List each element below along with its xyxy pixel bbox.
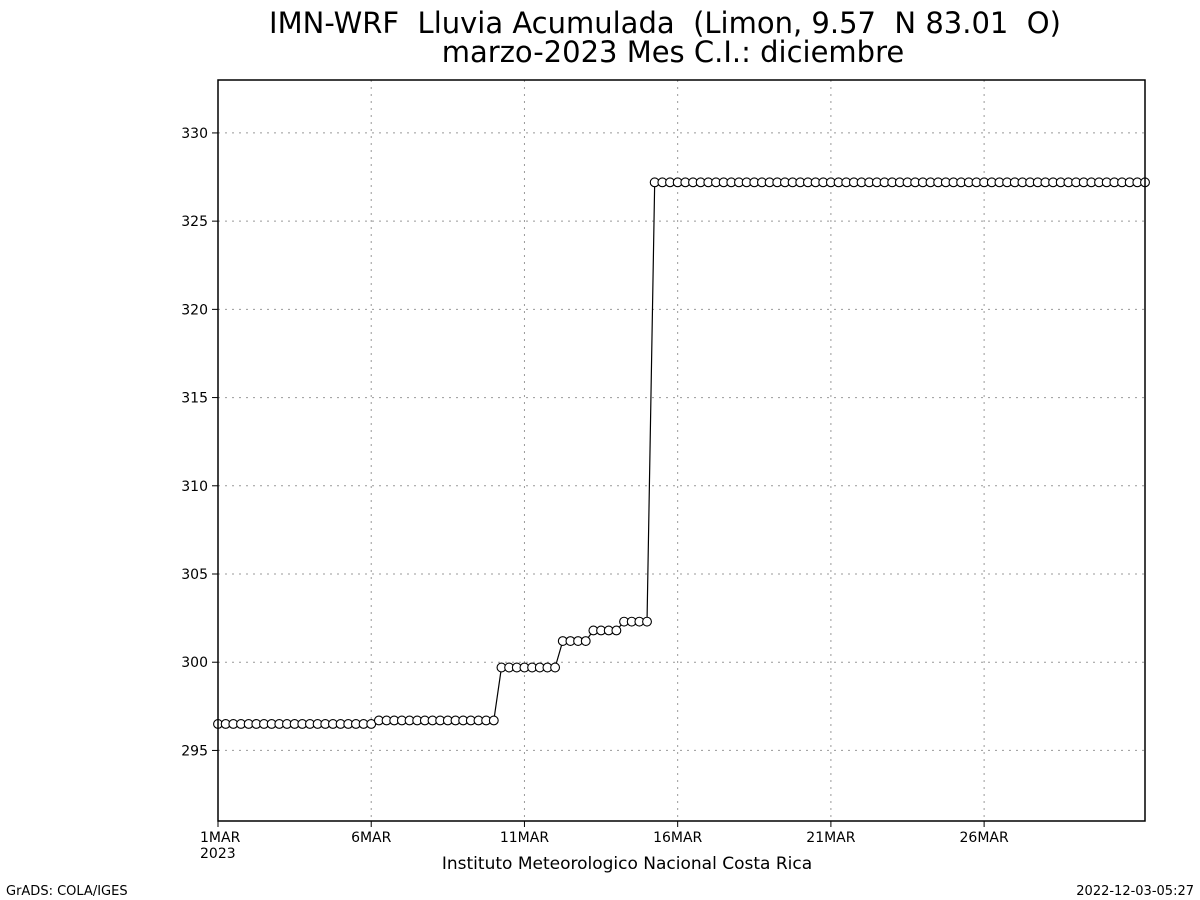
y-tick-label: 320: [181, 302, 208, 318]
y-tick-label: 300: [181, 655, 208, 671]
grid-lines: [218, 80, 1145, 821]
series-line: [218, 181, 1145, 725]
footer-right: 2022-12-03-05:27: [1076, 884, 1194, 899]
x-axis: 1MAR 6MAR 11MAR 16MAR 21MAR 26MAR: [200, 821, 1009, 846]
x-tick-label: 11MAR: [500, 830, 549, 846]
y-tick-label: 310: [181, 479, 208, 495]
x-tick-label: 26MAR: [960, 830, 1009, 846]
y-tick-label: 295: [181, 743, 208, 759]
x-tick-label: 16MAR: [653, 830, 702, 846]
data-point: [488, 715, 499, 726]
x-axis-label: Instituto Meteorologico Nacional Costa R…: [442, 854, 812, 874]
y-tick-label: 315: [181, 391, 208, 407]
data-point: [642, 616, 652, 627]
x-tick-label: 6MAR: [351, 830, 392, 846]
x-tick-label: 21MAR: [806, 830, 855, 846]
footer-left: GrADS: COLA/IGES: [6, 884, 128, 899]
chart-title: IMN-WRF Lluvia Acumulada (Limon, 9.57 N …: [269, 6, 1061, 40]
chart-subtitle: marzo-2023 Mes C.I.: diciembre: [442, 35, 904, 69]
y-tick-label: 325: [181, 214, 208, 230]
x-year-label: 2023: [200, 846, 236, 862]
y-tick-label: 305: [181, 567, 208, 583]
y-tick-label: 330: [181, 126, 208, 142]
series-markers: [213, 177, 1150, 729]
x-tick-label: 1MAR: [200, 830, 241, 846]
plot-frame: [217, 79, 1146, 822]
data-point: [550, 662, 561, 673]
y-axis: 295 300 305 310 315 320 325 330: [181, 126, 218, 759]
data-point: [580, 636, 591, 646]
series-line-path: [218, 181, 1145, 725]
data-point: [611, 625, 622, 636]
